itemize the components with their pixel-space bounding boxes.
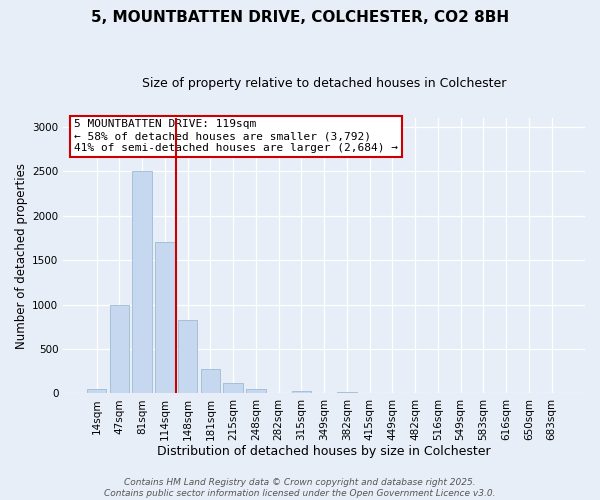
Bar: [133, 172, 152, 394]
Title: Size of property relative to detached houses in Colchester: Size of property relative to detached ho…: [142, 78, 506, 90]
Text: 5 MOUNTBATTEN DRIVE: 119sqm
← 58% of detached houses are smaller (3,792)
41% of : 5 MOUNTBATTEN DRIVE: 119sqm ← 58% of det…: [74, 120, 398, 152]
Bar: [223, 382, 243, 394]
Bar: [155, 242, 175, 394]
Bar: [110, 304, 129, 394]
Text: 5, MOUNTBATTEN DRIVE, COLCHESTER, CO2 8BH: 5, MOUNTBATTEN DRIVE, COLCHESTER, CO2 8B…: [91, 10, 509, 25]
Bar: [87, 389, 106, 394]
Bar: [201, 370, 220, 394]
X-axis label: Distribution of detached houses by size in Colchester: Distribution of detached houses by size …: [157, 444, 491, 458]
Bar: [246, 389, 266, 394]
Bar: [292, 390, 311, 394]
Y-axis label: Number of detached properties: Number of detached properties: [15, 162, 28, 348]
Bar: [178, 320, 197, 394]
Text: Contains HM Land Registry data © Crown copyright and database right 2025.
Contai: Contains HM Land Registry data © Crown c…: [104, 478, 496, 498]
Bar: [337, 392, 356, 394]
